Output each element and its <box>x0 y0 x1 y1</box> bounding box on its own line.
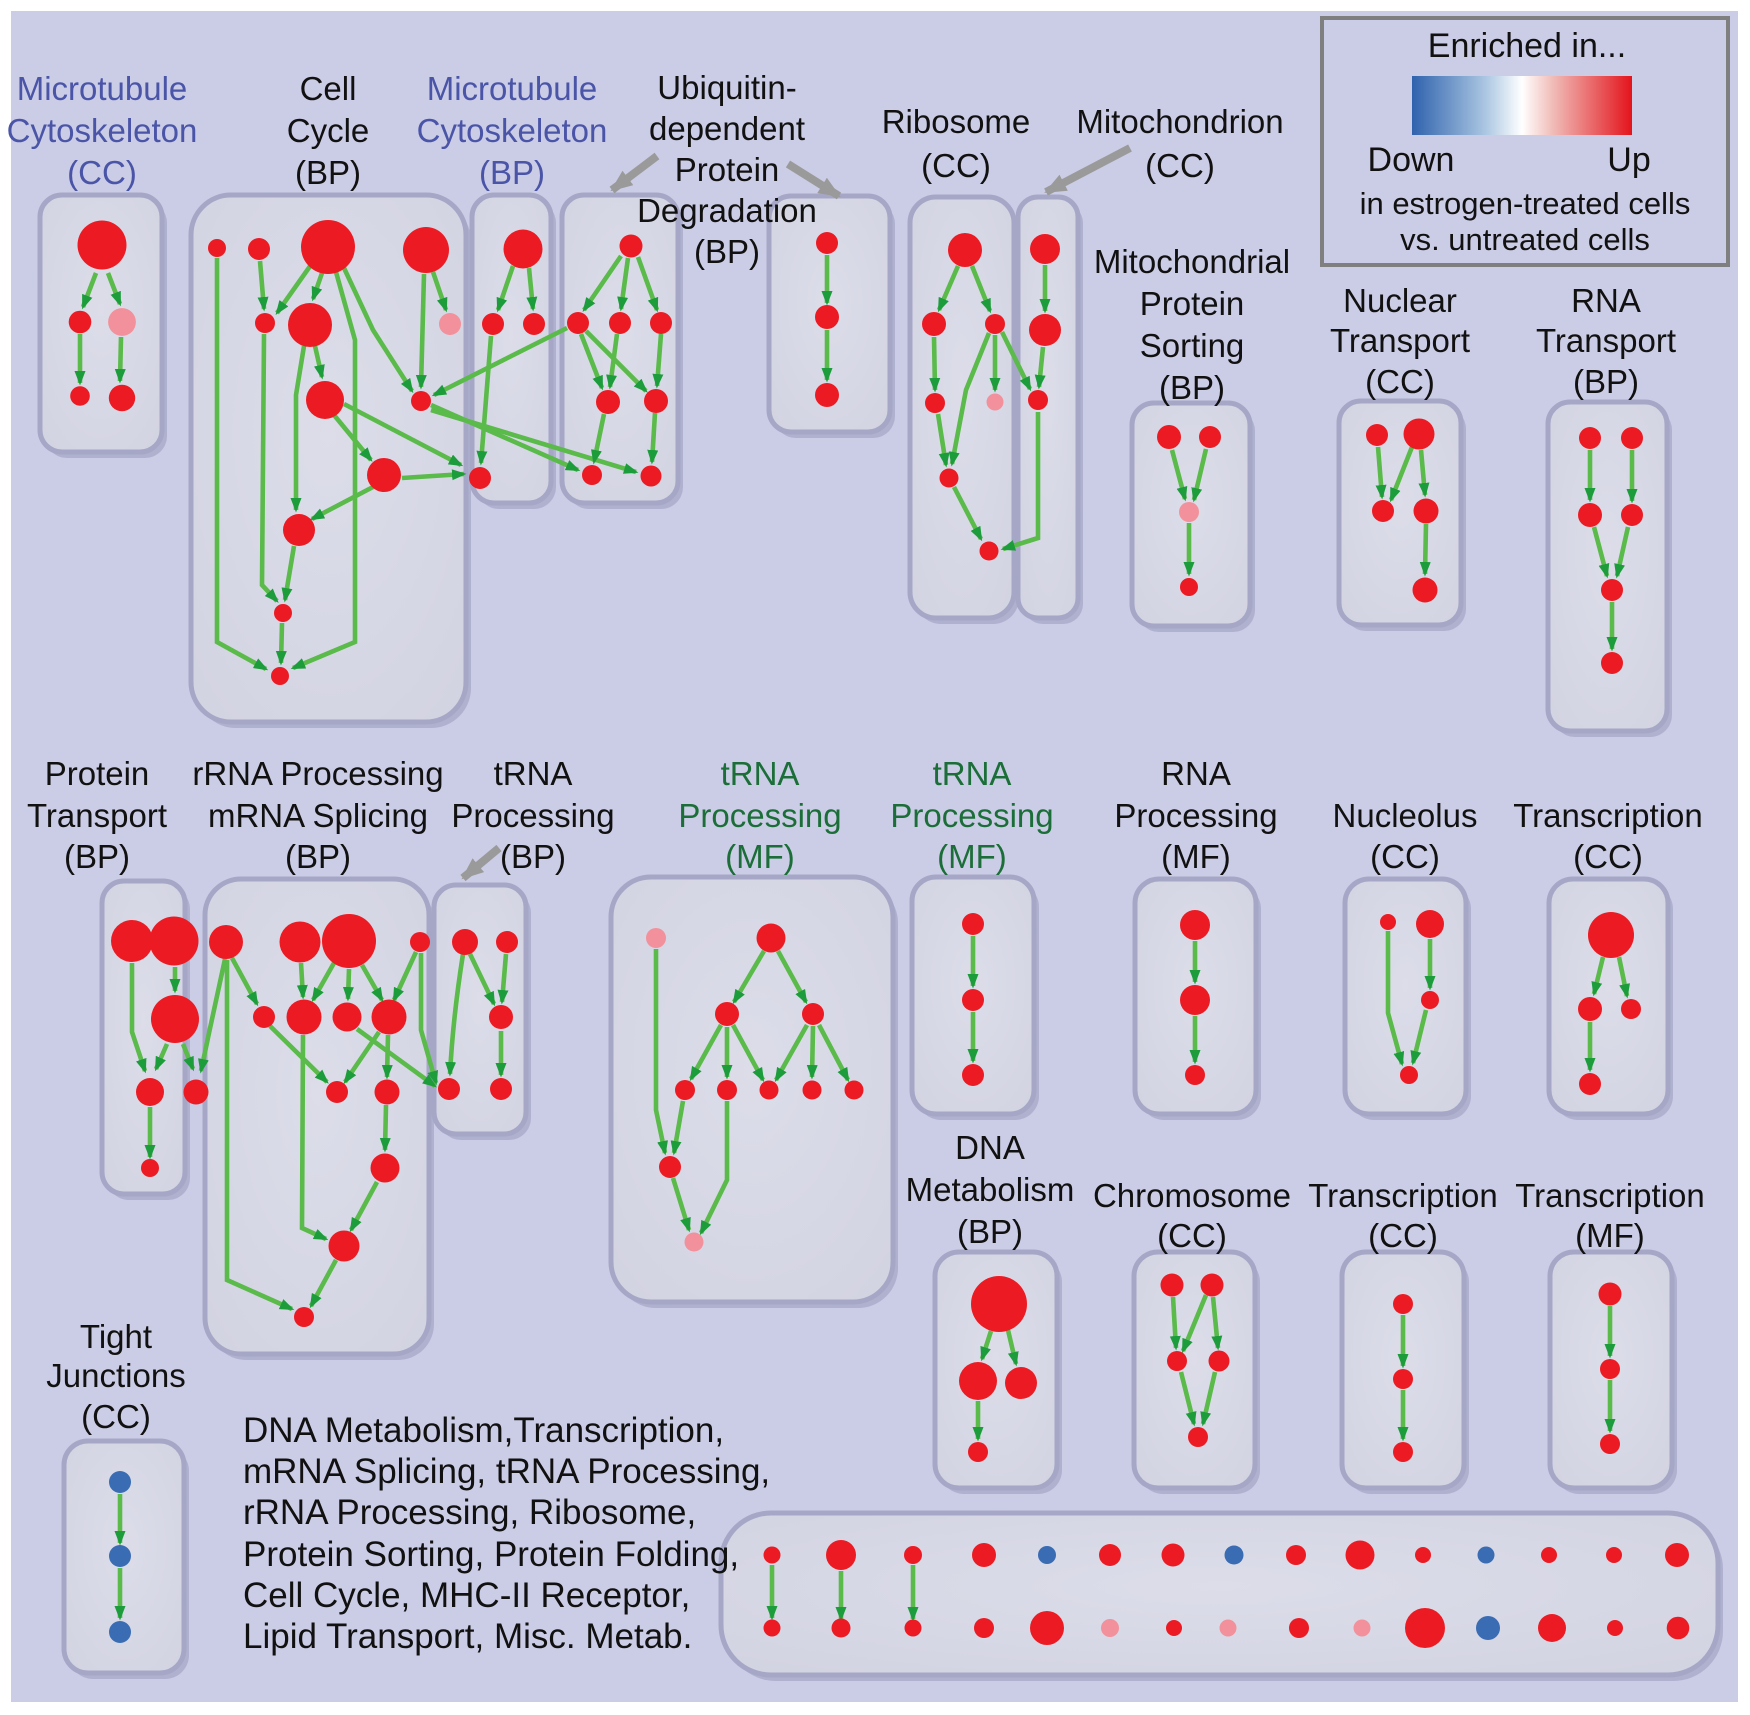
svg-text:(CC): (CC) <box>1573 838 1643 875</box>
svg-text:mRNA Splicing, tRNA Processing: mRNA Splicing, tRNA Processing, <box>243 1452 770 1491</box>
svg-text:Processing: Processing <box>1114 797 1277 834</box>
svg-text:rRNA Processing, Ribosome,: rRNA Processing, Ribosome, <box>243 1493 696 1532</box>
svg-text:Nuclear: Nuclear <box>1343 282 1457 319</box>
svg-text:Protein: Protein <box>45 755 150 792</box>
svg-text:(CC): (CC) <box>81 1398 151 1435</box>
svg-text:(BP): (BP) <box>957 1213 1023 1250</box>
svg-text:Processing: Processing <box>451 797 614 834</box>
svg-text:dependent: dependent <box>649 110 805 147</box>
svg-text:Transcription: Transcription <box>1515 1177 1705 1214</box>
svg-text:Down: Down <box>1368 141 1455 179</box>
svg-text:DNA: DNA <box>955 1129 1025 1166</box>
svg-text:Mitochondrion: Mitochondrion <box>1076 103 1283 140</box>
svg-text:Ribosome: Ribosome <box>882 103 1031 140</box>
svg-text:Mitochondrial: Mitochondrial <box>1094 243 1290 280</box>
svg-text:mRNA Splicing: mRNA Splicing <box>208 797 428 834</box>
svg-text:(CC): (CC) <box>1370 838 1440 875</box>
svg-text:Cycle: Cycle <box>287 112 370 149</box>
svg-text:Transcription: Transcription <box>1308 1177 1498 1214</box>
svg-text:(BP): (BP) <box>479 154 545 191</box>
svg-text:(BP): (BP) <box>64 838 130 875</box>
svg-text:Microtubule: Microtubule <box>17 70 188 107</box>
svg-text:Cell Cycle, MHC-II Receptor,: Cell Cycle, MHC-II Receptor, <box>243 1576 690 1615</box>
svg-text:Processing: Processing <box>890 797 1053 834</box>
svg-text:(BP): (BP) <box>694 233 760 270</box>
svg-text:tRNA: tRNA <box>933 755 1012 792</box>
svg-text:(MF): (MF) <box>725 838 795 875</box>
svg-text:Processing: Processing <box>678 797 841 834</box>
svg-text:(CC): (CC) <box>67 154 137 191</box>
svg-text:(BP): (BP) <box>1159 369 1225 406</box>
svg-text:Metabolism: Metabolism <box>906 1171 1075 1208</box>
svg-text:Protein Sorting, Protein Foldi: Protein Sorting, Protein Folding, <box>243 1535 739 1574</box>
svg-text:Enriched in...: Enriched in... <box>1428 27 1626 65</box>
svg-text:rRNA Processing: rRNA Processing <box>192 755 443 792</box>
svg-text:tRNA: tRNA <box>721 755 800 792</box>
svg-text:Transport: Transport <box>1330 322 1470 359</box>
svg-text:(MF): (MF) <box>1161 838 1231 875</box>
svg-text:Nucleolus: Nucleolus <box>1333 797 1478 834</box>
svg-text:Protein: Protein <box>675 151 780 188</box>
svg-text:Lipid Transport, Misc. Metab.: Lipid Transport, Misc. Metab. <box>243 1617 692 1656</box>
svg-text:Transcription: Transcription <box>1513 797 1703 834</box>
svg-text:(CC): (CC) <box>1368 1217 1438 1254</box>
svg-text:Cell: Cell <box>300 70 357 107</box>
svg-text:RNA: RNA <box>1161 755 1231 792</box>
svg-text:(MF): (MF) <box>937 838 1007 875</box>
svg-text:(BP): (BP) <box>285 838 351 875</box>
svg-text:Tight: Tight <box>80 1318 152 1355</box>
svg-text:in estrogen-treated cells: in estrogen-treated cells <box>1360 186 1691 221</box>
svg-text:(BP): (BP) <box>295 154 361 191</box>
svg-text:Protein: Protein <box>1140 285 1245 322</box>
svg-text:(BP): (BP) <box>500 838 566 875</box>
svg-text:Transport: Transport <box>27 797 167 834</box>
svg-text:tRNA: tRNA <box>494 755 573 792</box>
svg-text:Cytoskeleton: Cytoskeleton <box>7 112 198 149</box>
svg-text:(CC): (CC) <box>921 147 991 184</box>
svg-text:Up: Up <box>1607 141 1650 179</box>
svg-text:RNA: RNA <box>1571 282 1641 319</box>
svg-text:(CC): (CC) <box>1157 1217 1227 1254</box>
svg-text:DNA Metabolism,Transcription,: DNA Metabolism,Transcription, <box>243 1411 724 1450</box>
svg-text:vs. untreated cells: vs. untreated cells <box>1400 222 1650 257</box>
svg-text:Degradation: Degradation <box>637 192 817 229</box>
svg-text:(MF): (MF) <box>1575 1217 1645 1254</box>
svg-text:Junctions: Junctions <box>46 1357 185 1394</box>
svg-text:(BP): (BP) <box>1573 363 1639 400</box>
svg-text:Sorting: Sorting <box>1140 327 1245 364</box>
svg-text:(CC): (CC) <box>1145 147 1215 184</box>
svg-text:Cytoskeleton: Cytoskeleton <box>417 112 608 149</box>
svg-text:Chromosome: Chromosome <box>1093 1177 1291 1214</box>
svg-text:Ubiquitin-: Ubiquitin- <box>657 69 796 106</box>
svg-text:Transport: Transport <box>1536 322 1676 359</box>
svg-text:(CC): (CC) <box>1365 363 1435 400</box>
svg-text:Microtubule: Microtubule <box>427 70 598 107</box>
